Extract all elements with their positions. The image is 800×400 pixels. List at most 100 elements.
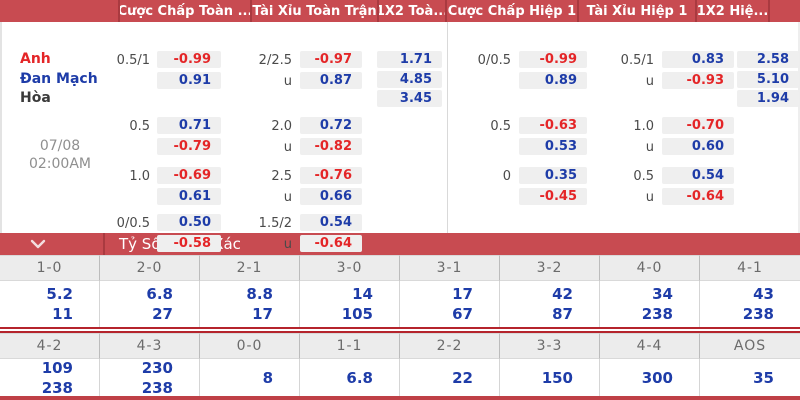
match-date: 07/08 (39, 138, 81, 154)
score-odds-row-2: 109 238 230 238 8 6.8 22 150 300 35 (0, 359, 800, 397)
score-label: 0-0 (200, 333, 300, 359)
odds-button[interactable]: -0.70 (662, 117, 734, 134)
total-line: 2.5 (271, 169, 292, 184)
odds-button[interactable]: -0.79 (157, 138, 221, 155)
score-odds-cell[interactable]: 34 238 (600, 281, 700, 327)
score-odds-cell[interactable]: 150 (500, 359, 600, 396)
score-odds-cell[interactable]: 17 67 (400, 281, 500, 327)
header-full-1x2: 1X2 Toà... (377, 0, 445, 22)
odds-button[interactable]: 5.10 (737, 71, 799, 88)
odds-button[interactable]: -0.69 (157, 167, 221, 184)
odds-button[interactable]: 1.94 (737, 90, 799, 107)
header-spacer (0, 0, 118, 22)
match-time: 02:00AM (28, 156, 91, 172)
score-odds-cell[interactable]: 5.2 11 (0, 281, 100, 327)
odds-button[interactable]: 4.85 (377, 71, 442, 88)
odds-button[interactable]: -0.97 (300, 51, 362, 68)
score-header-row-2: 4-2 4-3 0-0 1-1 2-2 3-3 4-4 AOS (0, 333, 800, 359)
score-label: 3-3 (500, 333, 600, 359)
odds-button[interactable]: 0.66 (300, 188, 362, 205)
odds-button[interactable]: -0.99 (519, 51, 587, 68)
score-odds-cell[interactable]: 8 (200, 359, 300, 396)
odds-button[interactable]: 1.71 (377, 51, 442, 68)
score-label: 4-4 (600, 333, 700, 359)
handicap-line: 0.5 (129, 119, 150, 134)
odds-button[interactable]: -0.63 (519, 117, 587, 134)
score-label: 3-0 (300, 255, 400, 281)
pane-divider (447, 22, 448, 233)
under-label: u (283, 140, 292, 155)
score-odds-cell[interactable]: 300 (600, 359, 700, 396)
under-label: u (283, 190, 292, 205)
red-divider (0, 327, 800, 333)
score-odds-row-1: 5.2 11 6.8 27 8.8 17 14 105 17 67 42 87 34 238 … (0, 281, 800, 327)
team-away: Đan Mạch (20, 71, 98, 87)
total-line: 1.0 (633, 119, 654, 134)
odds-button[interactable]: 0.89 (519, 72, 587, 89)
odds-button[interactable]: -0.64 (662, 188, 734, 205)
odds-button[interactable]: 0.54 (300, 214, 362, 231)
score-label: 2-1 (200, 255, 300, 281)
score-odds-cell[interactable]: 35 (753, 368, 774, 387)
under-label: u (283, 237, 292, 252)
odds-button[interactable]: 0.71 (157, 117, 221, 134)
odds-column-header-bar: Cược Chấp Toàn ... Tài Xỉu Toàn Trận 1X2… (0, 0, 800, 22)
score-label: AOS (700, 333, 800, 359)
odds-button[interactable]: 0.87 (300, 72, 362, 89)
score-label: 3-1 (400, 255, 500, 281)
score-label: 3-2 (500, 255, 600, 281)
odds-button[interactable]: 0.91 (157, 72, 221, 89)
total-line: 1.5/2 (258, 216, 292, 231)
odds-body: Anh Đan Mạch Hòa 07/08 02:00AM 0.5/1 -0.… (0, 22, 800, 252)
odds-button[interactable]: -0.82 (300, 138, 362, 155)
odds-button[interactable]: 0.61 (157, 188, 221, 205)
chevron-down-icon (30, 239, 46, 249)
score-odds-cell[interactable]: 109 238 (0, 359, 100, 397)
score-odds-cell[interactable]: 8.8 17 (200, 281, 300, 327)
header-full-handicap: Cược Chấp Toàn ... (118, 0, 250, 22)
header-spacer-end (770, 0, 800, 22)
score-odds-cell[interactable]: 6.8 (300, 359, 400, 396)
odds-button[interactable]: 0.83 (662, 51, 734, 68)
odds-button[interactable]: 3.45 (377, 90, 442, 107)
handicap-line: 0 (502, 169, 511, 184)
odds-button[interactable]: -0.64 (300, 235, 362, 252)
score-label: 4-3 (100, 333, 200, 359)
score-odds-cell[interactable]: 22 (400, 359, 500, 396)
odds-button[interactable]: -0.76 (300, 167, 362, 184)
score-odds-cell[interactable]: 43 238 (742, 285, 774, 323)
collapse-toggle[interactable] (0, 233, 105, 255)
odds-button[interactable]: 0.35 (519, 167, 587, 184)
handicap-line: 0/0.5 (116, 216, 150, 231)
score-odds-cell[interactable]: 14 105 (300, 281, 400, 327)
score-label: 2-2 (400, 333, 500, 359)
score-odds-cell[interactable]: 230 238 (100, 359, 200, 397)
odds-button[interactable]: 0.50 (157, 214, 221, 231)
under-label: u (283, 74, 292, 89)
total-line: 2/2.5 (258, 53, 292, 68)
header-full-over-under: Tài Xỉu Toàn Trận (250, 0, 377, 22)
odds-button[interactable]: 0.53 (519, 138, 587, 155)
total-line: 0.5/1 (620, 53, 654, 68)
header-half-1x2: 1X2 Hiệ... (695, 0, 770, 22)
odds-button[interactable]: 0.72 (300, 117, 362, 134)
header-half-over-under: Tài Xỉu Hiệp 1 (577, 0, 695, 22)
odds-button[interactable]: 0.60 (662, 138, 734, 155)
score-label: 4-0 (600, 255, 700, 281)
handicap-line: 0.5/1 (116, 53, 150, 68)
score-odds-cell[interactable]: 6.8 27 (100, 281, 200, 327)
odds-button[interactable]: -0.58 (157, 235, 221, 252)
score-label: 1-1 (300, 333, 400, 359)
odds-button[interactable]: -0.99 (157, 51, 221, 68)
odds-button[interactable]: -0.93 (662, 72, 734, 89)
score-label: 2-0 (100, 255, 200, 281)
under-label: u (645, 190, 654, 205)
under-label: u (645, 74, 654, 89)
odds-button[interactable]: 0.54 (662, 167, 734, 184)
odds-button[interactable]: -0.45 (519, 188, 587, 205)
score-odds-cell[interactable]: 42 87 (500, 281, 600, 327)
handicap-line: 0.5 (490, 119, 511, 134)
bottom-red-bar (0, 396, 800, 400)
odds-button[interactable]: 2.58 (737, 51, 799, 68)
